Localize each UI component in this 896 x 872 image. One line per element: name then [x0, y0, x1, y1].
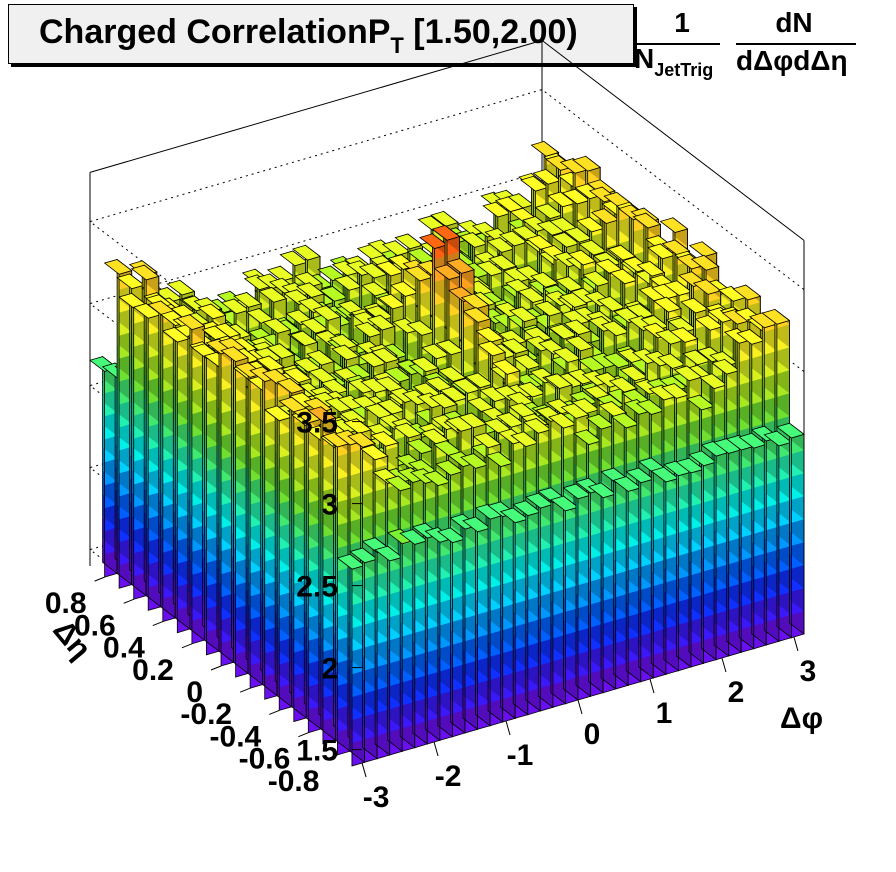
z-label-frac1-numerator: 1 [674, 7, 690, 38]
frame-edge [541, 40, 805, 241]
z-label-frac2-numerator: dN [775, 7, 812, 38]
lego-bar [89, 355, 118, 578]
plot-bars [89, 140, 805, 767]
chart-title: Charged CorrelationPT [1.50,2.00) [39, 13, 578, 58]
z-label-frac2-denominator: dΔφdΔη [736, 45, 848, 76]
z-label-frac1-denominator: NJetTrig [634, 43, 713, 80]
z-gridline [88, 171, 805, 504]
z-gridline [88, 89, 805, 422]
lego-bar [103, 258, 133, 589]
frame-edge [89, 39, 543, 173]
title-box: Charged CorrelationPT [1.50,2.00) [8, 4, 634, 64]
z-axis-label: 1 NJetTrig dN dΔφdΔη [634, 7, 856, 80]
bar-top [103, 259, 133, 275]
